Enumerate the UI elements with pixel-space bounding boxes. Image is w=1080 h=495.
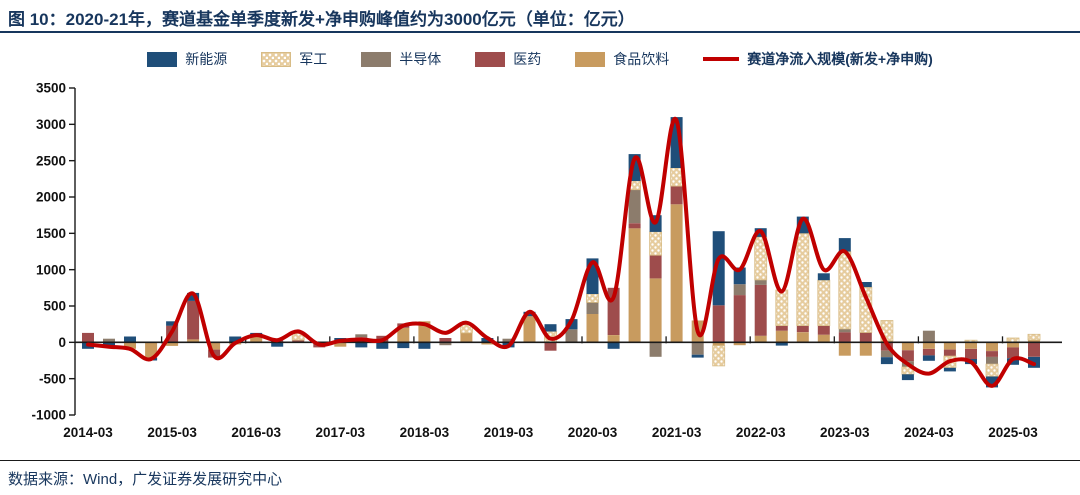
svg-text:2020-03: 2020-03	[568, 425, 618, 440]
svg-text:2024-03: 2024-03	[904, 425, 954, 440]
svg-text:1000: 1000	[36, 262, 66, 277]
legend-line-swatch-icon	[703, 57, 740, 61]
svg-text:0: 0	[58, 335, 66, 350]
svg-text:2021-03: 2021-03	[652, 425, 702, 440]
legend-item-3: 半导体	[361, 49, 441, 69]
legend-swatch-icon	[575, 51, 606, 67]
legend-swatch-icon	[475, 51, 506, 67]
legend-item-1: 新能源	[147, 49, 227, 69]
legend-label: 食品饮料	[613, 51, 670, 67]
svg-text:2023-03: 2023-03	[820, 425, 870, 440]
figure-title: 图 10：2020-21年，赛道基金单季度新发+净申购峰值约为3000亿元（单位…	[8, 10, 635, 29]
legend-item-2: 军工	[261, 49, 327, 69]
svg-text:-1000: -1000	[31, 408, 66, 423]
legend-label: 半导体	[399, 51, 442, 67]
svg-text:3500: 3500	[36, 81, 66, 96]
chart-legend: 新能源 军工 半导体 医药 食品饮料 赛道净流入规模(新发+净申购)	[0, 49, 1080, 69]
footer-divider	[0, 460, 1080, 461]
data-source-note: 数据来源：Wind，广发证券发展研究中心	[8, 471, 283, 488]
title-divider	[0, 31, 1080, 33]
legend-item-4: 医药	[475, 49, 541, 69]
legend-label: 医药	[513, 51, 542, 67]
svg-text:2018-03: 2018-03	[400, 425, 450, 440]
legend-item-line: 赛道净流入规模(新发+净申购)	[703, 49, 933, 69]
svg-text:3000: 3000	[36, 117, 66, 132]
legend-swatch-icon	[261, 51, 292, 67]
svg-text:2025-03: 2025-03	[988, 425, 1038, 440]
legend-swatch-icon	[147, 51, 178, 67]
svg-text:2022-03: 2022-03	[736, 425, 786, 440]
svg-text:500: 500	[43, 299, 66, 314]
svg-text:-500: -500	[39, 371, 66, 386]
legend-label: 军工	[299, 51, 328, 67]
legend-item-5: 食品饮料	[575, 49, 669, 69]
svg-text:2015-03: 2015-03	[147, 425, 197, 440]
legend-label: 新能源	[185, 51, 228, 67]
svg-text:2500: 2500	[36, 153, 66, 168]
svg-text:2014-03: 2014-03	[63, 425, 113, 440]
svg-text:2016-03: 2016-03	[231, 425, 281, 440]
svg-text:2017-03: 2017-03	[316, 425, 366, 440]
svg-text:1500: 1500	[36, 226, 66, 241]
legend-swatch-icon	[361, 51, 392, 67]
svg-text:2019-03: 2019-03	[484, 425, 534, 440]
legend-label: 赛道净流入规模(新发+净申购)	[747, 51, 933, 67]
svg-text:2000: 2000	[36, 190, 66, 205]
